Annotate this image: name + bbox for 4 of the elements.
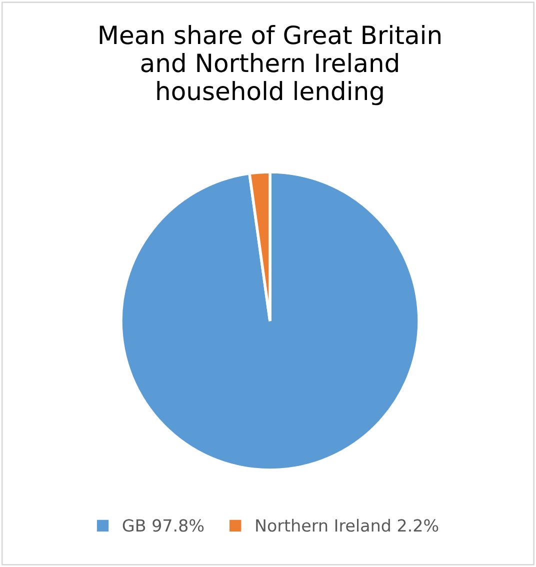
legend-label: Northern Ireland 2.2% [256,518,438,532]
pie-slice [120,170,420,472]
legend-label: GB 97.8% [122,519,204,532]
chart-title: Mean share of Great Britain and Northern Ireland household lending [100,25,440,106]
